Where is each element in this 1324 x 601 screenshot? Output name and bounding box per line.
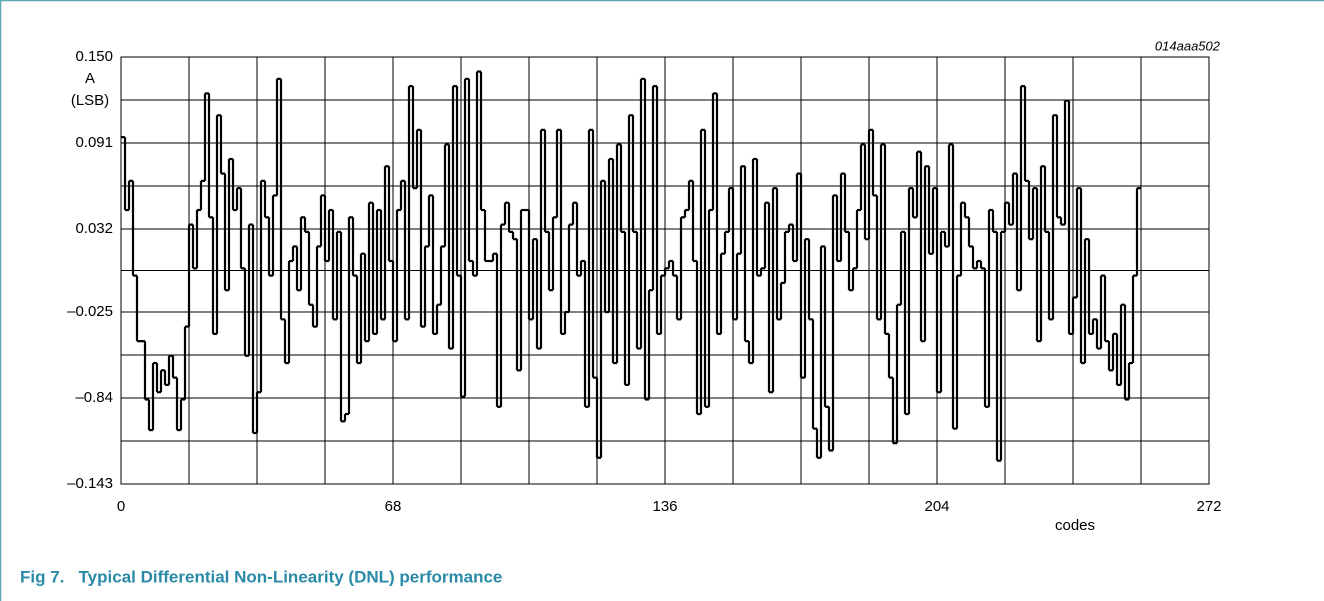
x-tick-label: 136 bbox=[652, 498, 677, 515]
y-tick-label: –0.143 bbox=[67, 475, 113, 492]
figure-id: 014aaa502 bbox=[1155, 38, 1221, 53]
figure-caption: Fig 7. Typical Differential Non-Linearit… bbox=[20, 567, 502, 586]
y-tick-label: –0.025 bbox=[67, 303, 113, 320]
y-tick-label: –0.84 bbox=[75, 389, 113, 406]
y-tick-label: 0.150 bbox=[75, 48, 113, 65]
x-tick-label: 0 bbox=[117, 498, 125, 515]
x-axis-label: codes bbox=[1055, 517, 1095, 534]
y-axis-label: A bbox=[85, 70, 95, 87]
x-tick-label: 272 bbox=[1196, 498, 1221, 515]
y-axis-label: (LSB) bbox=[71, 92, 109, 109]
x-tick-label: 68 bbox=[385, 498, 402, 515]
y-tick-label: 0.091 bbox=[75, 134, 113, 151]
y-tick-label: 0.032 bbox=[75, 220, 113, 237]
x-tick-label: 204 bbox=[924, 498, 949, 515]
